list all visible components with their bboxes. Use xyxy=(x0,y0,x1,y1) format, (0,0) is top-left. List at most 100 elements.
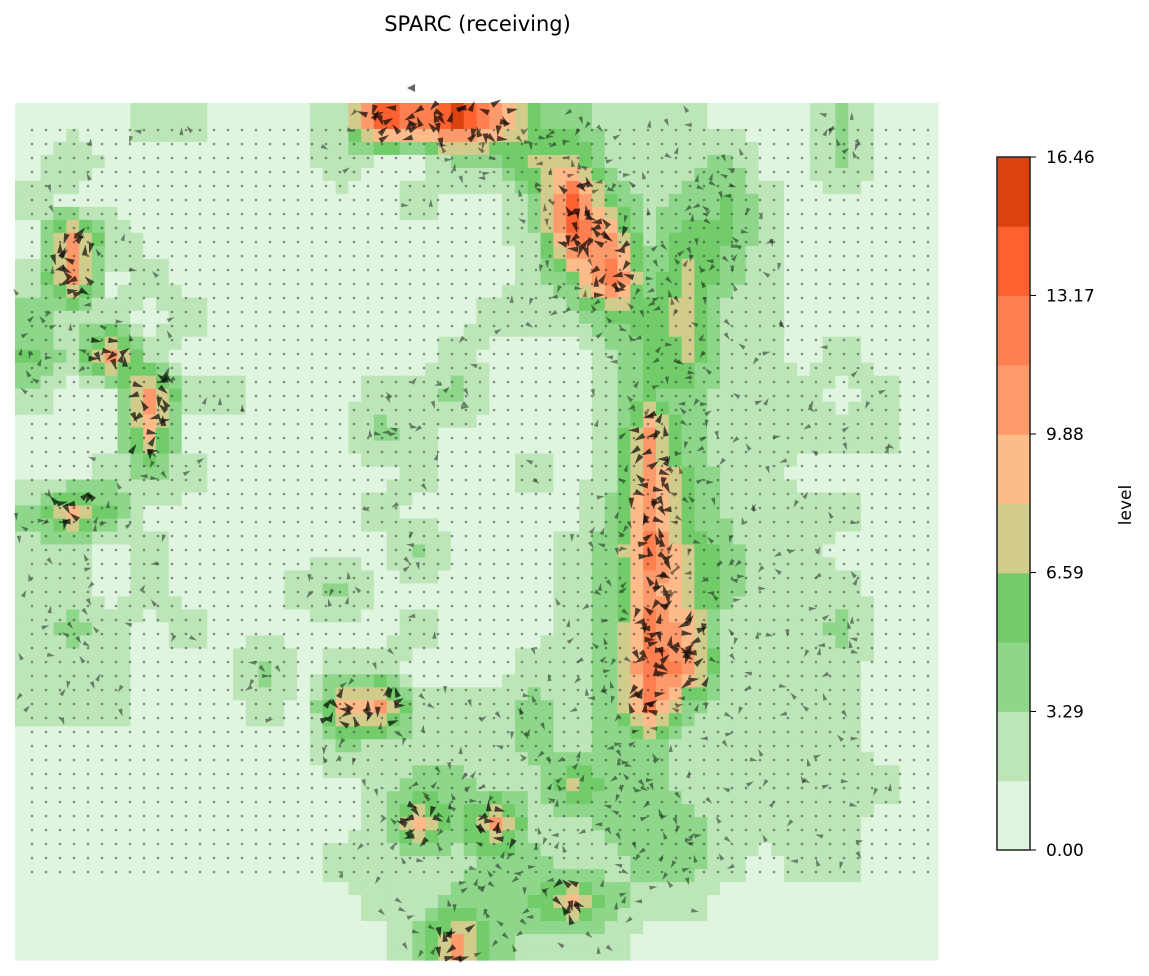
contour-cell xyxy=(591,908,606,922)
contour-cell xyxy=(117,934,131,948)
contour-cell xyxy=(899,895,913,909)
contour-cell xyxy=(143,947,157,961)
quiver-arrow xyxy=(477,147,485,154)
contour-cell xyxy=(220,934,234,948)
quiver-arrow xyxy=(571,236,582,248)
quiver-arrow xyxy=(652,259,659,268)
contour-cell xyxy=(15,167,29,182)
contour-cell xyxy=(604,882,619,896)
contour-cell xyxy=(540,103,555,117)
contour-cell xyxy=(796,908,811,922)
quiver-arrow xyxy=(611,271,624,278)
contour-cell xyxy=(412,882,426,896)
contour-cell xyxy=(835,908,849,922)
contour-cell xyxy=(886,921,901,935)
contour-cell xyxy=(66,934,80,948)
quiver-arrow xyxy=(621,225,629,238)
quiver-arrow xyxy=(46,184,51,193)
quiver-arrow xyxy=(567,173,576,178)
contour-cell xyxy=(271,882,285,896)
contour-cell xyxy=(297,882,311,896)
contour-cell xyxy=(361,895,375,909)
quiver-arrow xyxy=(495,125,502,137)
quiver-arrow xyxy=(521,128,529,135)
contour-cell xyxy=(271,921,285,935)
contour-cell xyxy=(489,908,503,922)
quiver-arrow xyxy=(696,184,705,190)
contour-cell xyxy=(591,921,606,935)
quiver-arrow xyxy=(428,122,438,133)
contour-cell xyxy=(15,531,29,546)
contour-cell xyxy=(604,934,619,948)
contour-cell xyxy=(655,908,670,922)
contour-cell xyxy=(668,921,683,935)
contour-cell xyxy=(258,103,272,117)
quiver-arrow xyxy=(490,99,502,108)
contour-cell xyxy=(758,882,772,896)
contour-cell xyxy=(514,921,529,935)
contour-cell xyxy=(309,895,324,909)
contour-cell xyxy=(143,908,157,922)
contour-cell xyxy=(79,895,93,909)
contour-cell xyxy=(912,895,926,909)
quiver-arrow xyxy=(854,138,862,146)
contour-cell xyxy=(809,895,824,909)
contour-cell xyxy=(489,934,503,948)
quiver-arrow xyxy=(543,203,548,212)
quiver-arrow xyxy=(129,135,134,144)
contour-cell xyxy=(104,934,119,948)
quiver-arrow xyxy=(186,125,194,134)
contour-cell xyxy=(15,869,29,883)
contour-cell xyxy=(873,921,888,935)
quiver-arrow xyxy=(546,134,554,139)
contour-cell xyxy=(15,648,29,662)
quiver-arrow xyxy=(622,260,631,271)
contour-cell xyxy=(309,103,324,117)
contour-cell xyxy=(181,934,196,948)
contour-cell xyxy=(156,934,170,948)
contour-cell xyxy=(912,103,926,117)
contour-cell xyxy=(912,882,926,896)
contour-cell xyxy=(15,258,29,273)
contour-cell xyxy=(796,103,811,117)
quiver-arrow xyxy=(708,264,716,272)
contour-cell xyxy=(822,921,837,935)
quiver-arrow xyxy=(822,128,828,137)
contour-cell xyxy=(322,934,337,948)
contour-cell xyxy=(66,947,80,961)
quiver-arrow xyxy=(558,184,568,195)
contour-cell xyxy=(15,804,29,818)
contour-cell xyxy=(527,947,542,961)
contour-cell xyxy=(771,908,785,922)
contour-cell xyxy=(822,947,837,961)
contour-cell xyxy=(463,882,478,896)
contour-cell xyxy=(476,908,490,922)
quiver-arrow xyxy=(611,183,617,191)
quiver-arrow xyxy=(44,310,52,318)
quiver-arrow xyxy=(611,282,620,293)
contour-cell xyxy=(15,752,29,766)
quiver-arrow xyxy=(698,265,705,273)
contour-cell xyxy=(309,947,324,961)
contour-cell xyxy=(617,921,631,935)
contour-cell xyxy=(40,934,55,948)
contour-cell xyxy=(438,882,452,896)
contour-cell xyxy=(15,103,29,117)
contour-cell xyxy=(15,908,29,922)
contour-cell xyxy=(335,934,349,948)
contour-cell xyxy=(15,375,29,390)
contour-cell xyxy=(476,921,490,935)
contour-cell xyxy=(361,921,375,935)
contour-cell xyxy=(617,882,631,896)
contour-cell xyxy=(617,103,631,117)
contour-cell xyxy=(271,934,285,948)
contour-cell xyxy=(502,934,516,948)
quiver-arrow xyxy=(67,288,79,295)
contour-cell xyxy=(271,947,285,961)
contour-cell xyxy=(861,934,875,948)
contour-cell xyxy=(681,882,696,896)
contour-cell xyxy=(27,103,42,117)
contour-cell xyxy=(284,947,298,961)
contour-cell xyxy=(15,219,29,234)
